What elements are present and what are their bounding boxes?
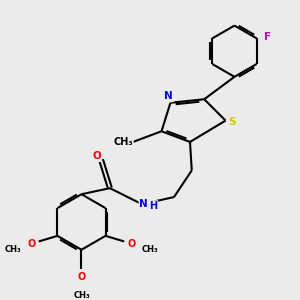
Text: H: H <box>149 201 158 211</box>
Text: O: O <box>92 151 101 161</box>
Text: CH₃: CH₃ <box>113 137 133 147</box>
Text: O: O <box>128 239 136 249</box>
Text: O: O <box>77 272 86 282</box>
Text: CH₃: CH₃ <box>5 244 22 253</box>
Text: CH₃: CH₃ <box>73 292 90 300</box>
Text: N: N <box>140 199 148 209</box>
Text: S: S <box>228 117 236 128</box>
Text: F: F <box>265 32 272 42</box>
Text: O: O <box>27 239 35 249</box>
Text: CH₃: CH₃ <box>142 244 158 253</box>
Text: N: N <box>164 92 173 101</box>
